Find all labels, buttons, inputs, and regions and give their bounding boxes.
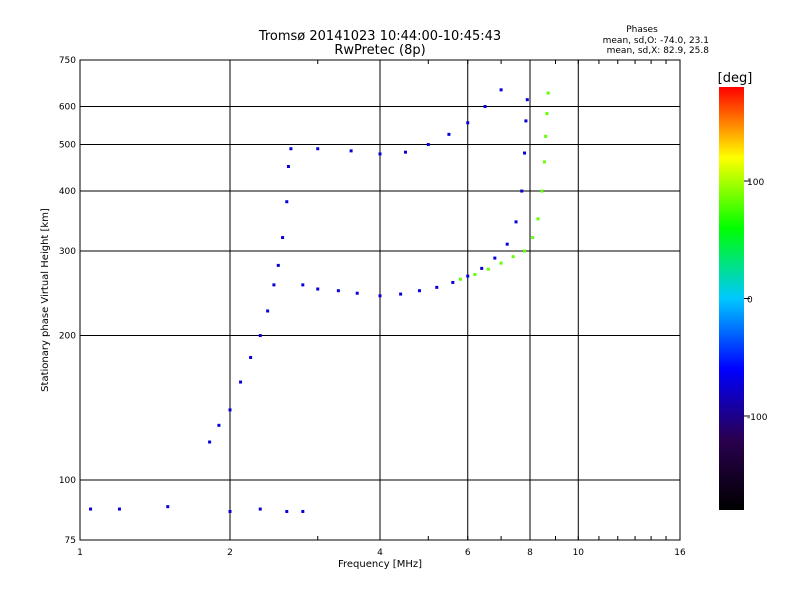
y-tick-label: 400 bbox=[59, 187, 76, 197]
data-point-x bbox=[511, 255, 515, 259]
data-point-o bbox=[285, 509, 289, 513]
phases-x-line: mean, sd,X: 82.9, 25.8 bbox=[607, 46, 710, 56]
data-point-o bbox=[316, 147, 320, 151]
data-point-o bbox=[524, 119, 528, 123]
chart-subtitle: RwPretec (8p) bbox=[334, 43, 425, 58]
plot-area bbox=[79, 59, 681, 541]
x-tick-label: 8 bbox=[527, 548, 533, 558]
data-point-o bbox=[378, 152, 382, 156]
data-point-o bbox=[403, 150, 407, 154]
y-tick-label: 750 bbox=[59, 56, 76, 66]
colorbar-tick-label: -100 bbox=[747, 413, 768, 423]
data-point-o bbox=[505, 242, 509, 246]
data-point-o bbox=[228, 509, 232, 513]
data-point-x bbox=[499, 261, 503, 265]
data-point-o bbox=[301, 283, 305, 287]
data-point-o bbox=[336, 289, 340, 293]
data-point-o bbox=[228, 408, 232, 412]
x-axis-ticks: 1 2 4 6 8 10 16 bbox=[77, 548, 686, 558]
data-point-o bbox=[451, 280, 455, 284]
data-point-o bbox=[272, 283, 276, 287]
data-point-x bbox=[531, 236, 535, 240]
data-point-o bbox=[466, 121, 470, 125]
data-point-o bbox=[466, 274, 470, 278]
data-point-o bbox=[417, 289, 421, 293]
x-tick-label: 1 bbox=[77, 548, 83, 558]
y-axis-label: Stationary phase Virtual Height [km] bbox=[40, 208, 51, 392]
data-point-o bbox=[117, 507, 121, 511]
y-tick-label: 200 bbox=[59, 332, 76, 342]
x-tick-label: 10 bbox=[573, 548, 585, 558]
data-point-o bbox=[399, 292, 403, 296]
data-point-o bbox=[166, 505, 170, 509]
x-tick-label: 4 bbox=[377, 548, 383, 558]
data-point-o bbox=[208, 440, 212, 444]
data-point-o bbox=[276, 263, 280, 267]
data-point-o bbox=[258, 334, 262, 338]
y-tick-label: 300 bbox=[59, 247, 76, 257]
data-point-o bbox=[426, 143, 430, 147]
data-point-o bbox=[493, 256, 497, 260]
phases-o-line: mean, sd,O: -74.0, 23.1 bbox=[603, 36, 709, 46]
data-point-o bbox=[520, 189, 524, 193]
data-point-x bbox=[542, 160, 546, 164]
data-point-x bbox=[473, 273, 477, 277]
y-tick-label: 500 bbox=[59, 141, 76, 151]
data-point-x bbox=[486, 267, 490, 271]
colorbar-unit-label: [deg] bbox=[718, 71, 753, 86]
x-axis-label: Frequency [MHz] bbox=[338, 559, 422, 570]
data-point-o bbox=[289, 147, 293, 151]
data-point-o bbox=[480, 266, 484, 270]
data-point-o bbox=[266, 309, 270, 313]
y-tick-label: 600 bbox=[59, 103, 76, 113]
data-point-x bbox=[458, 277, 462, 281]
data-point-o bbox=[249, 355, 253, 359]
data-point-o bbox=[525, 98, 529, 102]
colorbar-ticks: 100 0 -100 bbox=[744, 178, 768, 423]
data-point-o bbox=[435, 285, 439, 289]
colorbar-tick-label: 100 bbox=[747, 178, 764, 188]
data-point-o bbox=[349, 149, 353, 153]
data-point-o bbox=[499, 88, 503, 92]
data-point-o bbox=[447, 132, 451, 136]
data-point-o bbox=[258, 507, 262, 511]
y-tick-label: 75 bbox=[65, 536, 76, 546]
data-point-o bbox=[286, 164, 290, 168]
data-point-x bbox=[536, 217, 540, 221]
y-axis-ticks: 75 100 200 300 400 500 600 750 bbox=[59, 56, 76, 546]
data-point-o bbox=[378, 294, 382, 298]
y-tick-label: 100 bbox=[59, 476, 76, 486]
x-tick-label: 6 bbox=[465, 548, 471, 558]
data-point-x bbox=[546, 91, 550, 95]
data-point-o bbox=[316, 287, 320, 291]
data-point-x bbox=[545, 112, 549, 116]
data-point-o bbox=[285, 200, 289, 204]
data-point-x bbox=[540, 189, 544, 193]
x-tick-label: 16 bbox=[674, 548, 686, 558]
x-tick-label: 2 bbox=[227, 548, 233, 558]
data-point-x bbox=[523, 249, 527, 253]
data-point-o bbox=[483, 105, 487, 109]
data-point-o bbox=[217, 423, 221, 427]
data-point-o bbox=[514, 220, 518, 224]
data-point-x bbox=[544, 134, 548, 138]
data-point-o bbox=[281, 236, 285, 240]
chart-title: Tromsø 20141023 10:44:00-10:45:43 bbox=[258, 29, 501, 44]
data-point-o bbox=[89, 507, 93, 511]
data-point-o bbox=[239, 380, 243, 384]
data-point-o bbox=[523, 151, 527, 155]
data-point-o bbox=[355, 291, 359, 295]
colorbar bbox=[719, 87, 744, 510]
colorbar-tick-label: 0 bbox=[747, 296, 753, 306]
data-point-o bbox=[301, 509, 305, 513]
phases-header: Phases bbox=[626, 25, 658, 35]
